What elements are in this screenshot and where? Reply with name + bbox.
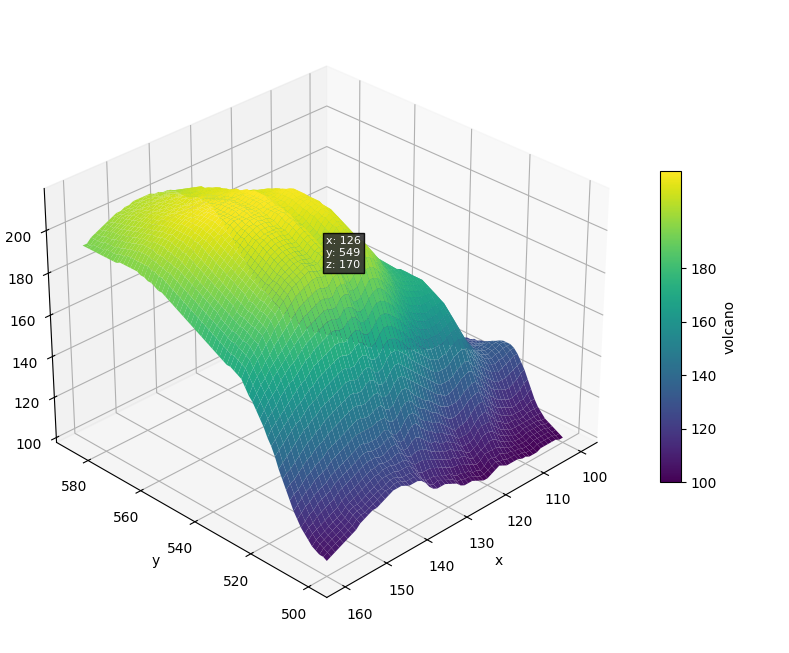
Y-axis label: y: y <box>151 554 159 569</box>
Y-axis label: volcano: volcano <box>723 300 737 353</box>
X-axis label: x: x <box>494 554 503 569</box>
